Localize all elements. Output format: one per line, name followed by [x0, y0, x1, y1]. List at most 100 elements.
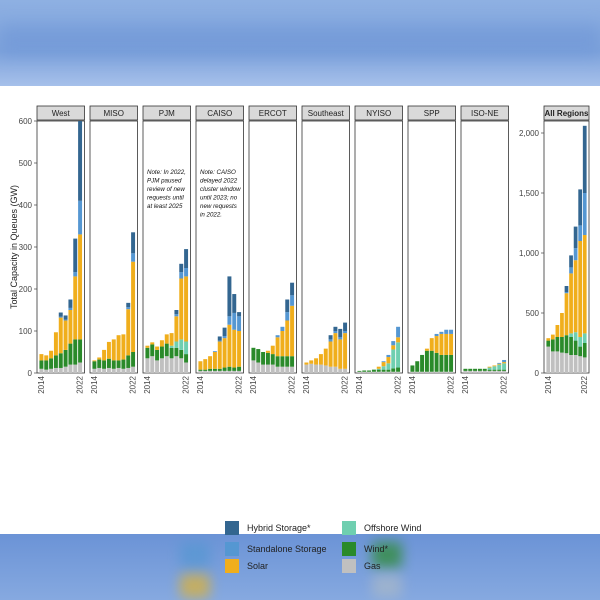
- panel-miso-strip: [89, 105, 138, 121]
- panel-caiso-bar-2015-gas: [203, 370, 208, 373]
- panel-miso-bar-2020-gas: [121, 368, 126, 373]
- panel-southeast-title: Southeast: [308, 109, 345, 118]
- annotation-pjm: review of new: [147, 186, 185, 193]
- panel-caiso-bar-2021-hybrid-storage-: [232, 294, 237, 313]
- panel-iso-ne-xtick-start: 2014: [461, 375, 470, 393]
- panel-all-regions-bar-2020-solar: [573, 260, 578, 333]
- panel-ercot-bar-2022-solar: [290, 305, 295, 357]
- panel-caiso-xtick-start: 2014: [196, 375, 205, 393]
- panel-miso-bar-2020-solar: [121, 334, 126, 360]
- panel-caiso-bar-2016-gas: [208, 370, 213, 373]
- panel-ercot-bar-2018-solar: [270, 345, 275, 355]
- panel-all-regions-bar-2015-solar: [550, 334, 555, 340]
- panel-miso-bar-2022-hybrid-storage-: [131, 232, 136, 254]
- panel-iso-ne-bar-2021-offshore-wind: [497, 364, 502, 370]
- panel-pjm-bar-2020-hybrid-storage-: [174, 310, 179, 315]
- panel-miso-bar-2021-solar: [126, 309, 131, 356]
- panel-west-bar-2019-hybrid-storage-: [63, 315, 68, 320]
- panel-spp-xtick-end: 2022: [447, 375, 456, 393]
- panel-spp-bar-2016-gas: [420, 371, 425, 373]
- panel-nyiso-bar-2017-wind-: [371, 369, 376, 372]
- panel-all-regions-bar-2016-gas: [555, 351, 560, 373]
- panel-west-bar-2019-wind-: [63, 349, 68, 367]
- legend-item-offshore-wind: Offshore Wind: [342, 521, 421, 535]
- panel-pjm-bar-2017-solar: [159, 340, 164, 347]
- panel-iso-ne-xtick-end: 2022: [500, 375, 509, 393]
- panel-miso-bar-2015-solar: [97, 357, 102, 360]
- panel-nyiso-bar-2016-gas: [367, 371, 372, 373]
- panel-west-xtick-end: 2022: [76, 375, 85, 393]
- annotation-caiso: Note: CAISO: [200, 169, 236, 176]
- panel-pjm-bar-2014-solar: [145, 345, 150, 348]
- legend-swatch: [342, 521, 356, 535]
- panel-all-regions-bar-2015-wind-: [550, 339, 555, 352]
- panel-iso-ne-title: ISO-NE: [471, 109, 499, 118]
- panel-ercot-bar-2020-standalone-storage: [280, 326, 285, 331]
- panel-ercot-bar-2022-gas: [290, 366, 295, 373]
- panel-all-regions-bar-2019-hybrid-storage-: [569, 255, 573, 268]
- panel-miso-bar-2022-gas: [131, 366, 136, 373]
- panel-spp-bar-2022-standalone-storage: [449, 329, 454, 334]
- legend-swatch: [225, 521, 239, 535]
- panel-west-bar-2020-gas: [68, 364, 73, 373]
- panel-ercot-xtick-start: 2014: [249, 375, 258, 393]
- legend-label: Gas: [364, 561, 381, 571]
- panel-ercot-bar-2022-standalone-storage: [290, 295, 295, 306]
- panel-caiso-bar-2022-wind-: [237, 366, 242, 371]
- panel-iso-ne-bar-2022-solar: [502, 362, 507, 364]
- panel-pjm-bar-2017-wind-: [159, 346, 164, 359]
- panel-all-regions-bar-2017-gas: [560, 352, 564, 373]
- panel-all-regions-bar-2018-hybrid-storage-: [564, 286, 569, 292]
- stacked-bar-chart: 0 100 200 300 400 500 600 Total Capacity in Que…: [9, 105, 590, 394]
- panel-iso-ne-bar-2022-offshore-wind: [502, 363, 507, 370]
- panel-pjm-bar-2016-gas: [155, 360, 160, 373]
- panel-caiso-bar-2018-gas: [217, 370, 222, 373]
- chart-card: 0 100 200 300 400 500 600 Total Capacity in Que…: [0, 86, 600, 573]
- panel-caiso-bar-2017-wind-: [212, 368, 217, 371]
- panel-ercot-bar-2021-standalone-storage: [285, 312, 290, 321]
- panel-southeast-bar-2022-standalone-storage: [343, 331, 348, 334]
- panel-iso-ne-bar-2018-gas: [482, 370, 487, 373]
- panel-nyiso-bar-2020-solar: [386, 357, 391, 364]
- panel-miso-bar-2018-solar: [111, 339, 116, 361]
- panel-all-regions-bar-2021-offshore-wind: [578, 337, 583, 347]
- annotation-caiso: delayed 2022: [200, 178, 238, 185]
- panel-nyiso-bar-2020-offshore-wind: [386, 363, 391, 370]
- panel-all-regions-bar-2018-gas: [564, 353, 569, 373]
- panel-southeast-bar-2017-solar: [318, 354, 323, 365]
- panel-all-regions-bar-2019-solar: [569, 273, 573, 334]
- y-tick-label: 400: [19, 201, 33, 210]
- panel-caiso-bar-2014-wind-: [198, 369, 203, 371]
- panel-ercot-bar-2021-wind-: [285, 356, 290, 367]
- panel-pjm-xtick-start: 2014: [143, 375, 152, 393]
- panel-iso-ne-bar-2022-wind-: [502, 369, 507, 371]
- panel-spp-bar-2018-wind-: [429, 350, 434, 372]
- panel-ercot-title: ERCOT: [259, 109, 287, 118]
- panel-miso-xtick-start: 2014: [90, 375, 99, 393]
- panel-miso-bar-2022-standalone-storage: [131, 253, 136, 262]
- panel-spp-bar-2018-solar: [429, 338, 434, 351]
- panel-spp-bar-2017-gas: [424, 371, 429, 373]
- panel-iso-ne-bar-2014-wind-: [463, 368, 468, 371]
- y-tick-label: 100: [19, 327, 33, 336]
- panel-nyiso-bar-2017-gas: [371, 371, 376, 373]
- panel-nyiso-bar-2022-solar: [396, 337, 401, 343]
- legend-label: Standalone Storage: [247, 544, 327, 554]
- panel-caiso-bar-2017-gas: [212, 370, 217, 373]
- background-blur-bottom: [0, 534, 600, 600]
- panel-all-regions-bar-2020-gas: [573, 355, 578, 373]
- panel-iso-ne-bar-2016-wind-: [473, 368, 478, 371]
- panel-all-regions-bar-2014-solar: [546, 338, 551, 341]
- panel-pjm-bar-2015-solar: [150, 342, 155, 345]
- panel-caiso-bar-2014-solar: [198, 361, 203, 370]
- panel-all-regions-bar-2021-wind-: [578, 346, 583, 357]
- legend-swatch: [342, 559, 356, 573]
- panel-spp-bar-2019-gas: [434, 371, 439, 373]
- panel-pjm-bar-2020-gas: [174, 356, 179, 373]
- panel-pjm-bar-2020-wind-: [174, 347, 179, 357]
- panel-caiso-bar-2020-gas: [227, 370, 232, 373]
- panel-nyiso-bar-2018-gas: [376, 371, 381, 373]
- panel-ercot-bar-2021-gas: [285, 366, 290, 373]
- panel-nyiso-bar-2020-standalone-storage: [386, 354, 391, 358]
- panel-spp-bar-2022-wind-: [449, 354, 454, 372]
